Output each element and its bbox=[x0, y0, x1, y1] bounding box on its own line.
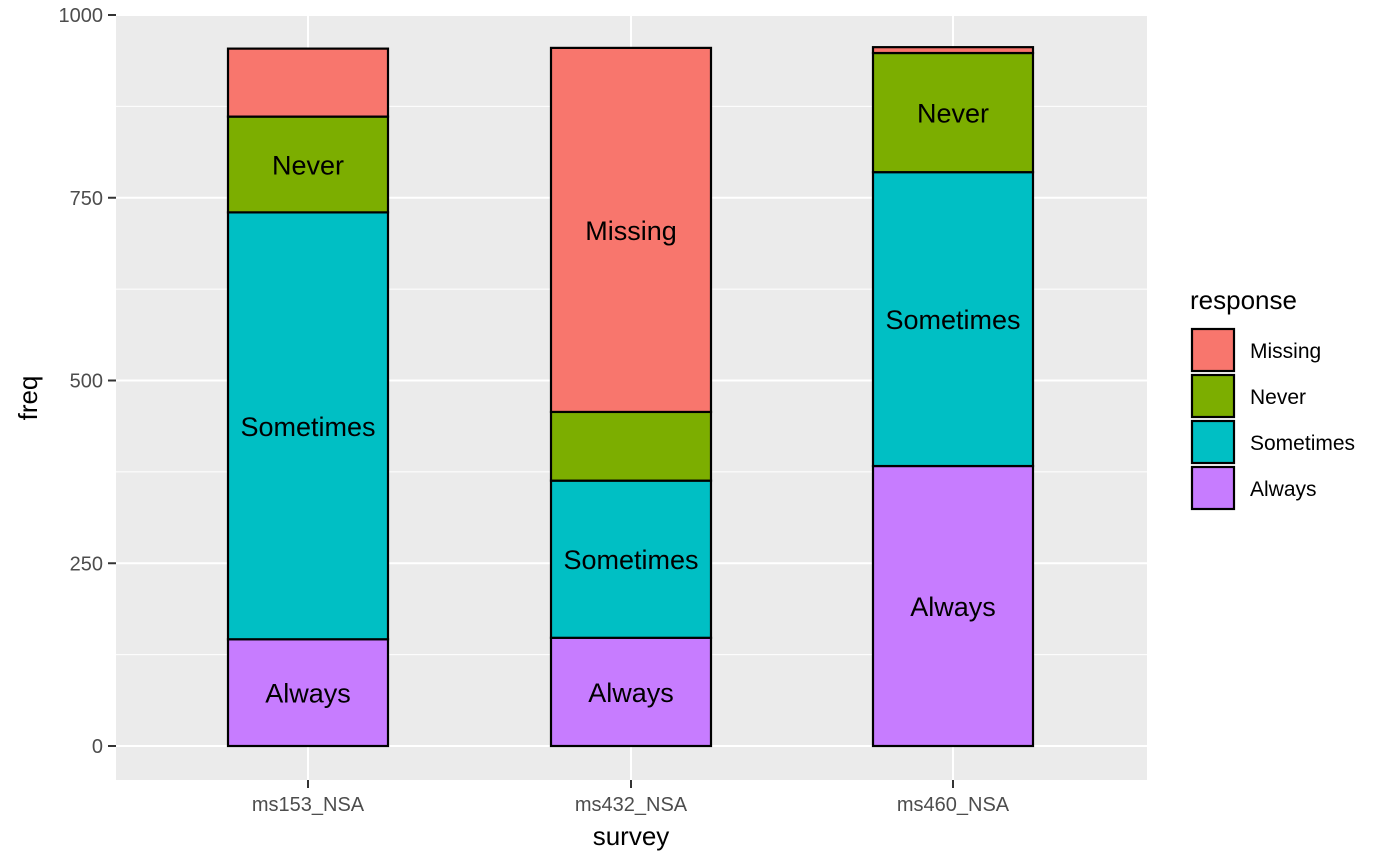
bar-segment-sometimes-ms460-nsa bbox=[871, 171, 1035, 468]
y-axis-title: freq bbox=[13, 376, 43, 421]
legend-title: response bbox=[1190, 285, 1297, 315]
segment-label: Never bbox=[272, 150, 344, 180]
x-tick-label: ms432_NSA bbox=[575, 794, 688, 816]
bar-segment-missing-ms432-nsa bbox=[549, 46, 713, 414]
y-tick-label: 250 bbox=[70, 553, 103, 575]
x-tick-label: ms460_NSA bbox=[897, 794, 1010, 816]
legend-label-sometimes: Sometimes bbox=[1250, 432, 1355, 455]
bar-segment-never-ms460-nsa bbox=[871, 51, 1035, 174]
legend-key-missing bbox=[1190, 327, 1236, 373]
segment-label: Always bbox=[265, 679, 351, 709]
legend-label-always: Always bbox=[1250, 478, 1317, 501]
legend-key-sometimes bbox=[1190, 419, 1236, 465]
segment-label: Always bbox=[588, 678, 674, 708]
bars bbox=[226, 46, 1035, 748]
legend-label-never: Never bbox=[1250, 386, 1306, 409]
x-axis-title: survey bbox=[593, 821, 670, 851]
bar-segment-never-ms153-nsa bbox=[226, 115, 390, 214]
bar-segment-sometimes-ms432-nsa bbox=[549, 479, 713, 639]
x-axis: ms153_NSA ms432_NSA ms460_NSA bbox=[252, 780, 1010, 816]
segment-labels: Always Sometimes Never Always Sometimes Missi… bbox=[240, 99, 1020, 709]
segment-label: Always bbox=[910, 592, 996, 622]
bar-segment-always-ms432-nsa bbox=[549, 636, 713, 748]
y-tick-label: 0 bbox=[92, 736, 103, 758]
x-tick-label: ms153_NSA bbox=[252, 794, 365, 816]
segment-label: Missing bbox=[585, 216, 677, 246]
segment-label: Sometimes bbox=[885, 305, 1020, 335]
bar-segment-missing-ms153-nsa bbox=[226, 47, 390, 118]
y-axis: 0 250 500 750 1000 bbox=[59, 5, 116, 758]
legend: response Missing Never Sometimes Always bbox=[1190, 285, 1355, 511]
bar-segment-sometimes-ms153-nsa bbox=[226, 211, 390, 641]
bar-segment-never-ms432-nsa bbox=[549, 410, 713, 482]
legend-key-always bbox=[1190, 465, 1236, 511]
y-tick-label: 500 bbox=[70, 371, 103, 393]
legend-label-missing: Missing bbox=[1250, 340, 1321, 363]
segment-label: Sometimes bbox=[240, 412, 375, 442]
segment-label: Never bbox=[917, 99, 989, 129]
bar-segment-missing-ms460-nsa bbox=[871, 46, 1035, 55]
bar-segment-always-ms153-nsa bbox=[226, 638, 390, 748]
y-tick-label: 750 bbox=[70, 188, 103, 210]
segment-label: Sometimes bbox=[563, 545, 698, 575]
y-tick-label: 1000 bbox=[59, 5, 104, 27]
legend-key-never bbox=[1190, 373, 1236, 419]
